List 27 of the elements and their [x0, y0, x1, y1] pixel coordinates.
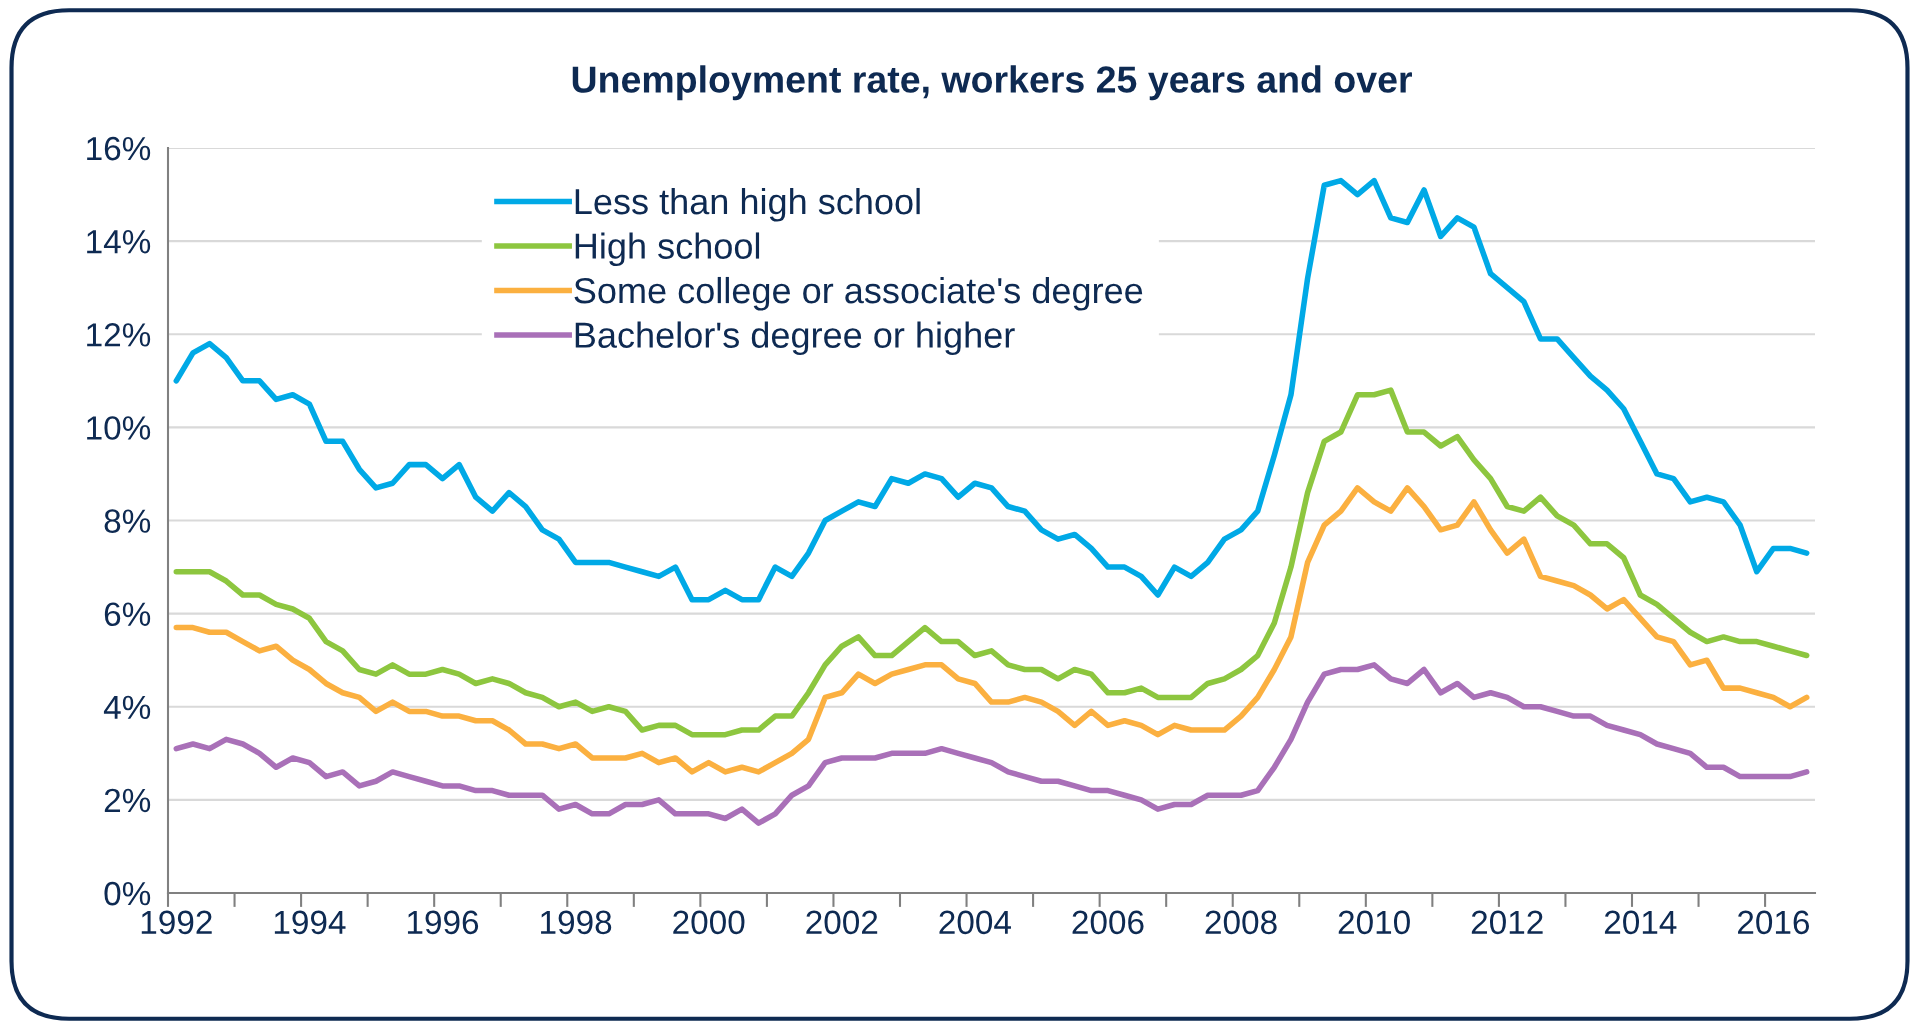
chart-title: Unemployment rate, workers 25 years and over	[572, 65, 1412, 101]
legend-label: Some college or associate's degree	[574, 276, 1143, 311]
y-tick-label: 0%	[104, 881, 151, 906]
y-tick-label: 14%	[87, 230, 151, 254]
y-tick-label: 10%	[87, 416, 151, 440]
x-tick-label: 2008	[1205, 910, 1277, 935]
x-tick-label: 2006	[1072, 910, 1144, 935]
x-tick-label: 1992	[141, 910, 212, 935]
x-tick-label: 1998	[541, 910, 612, 935]
y-tick-label: 16%	[87, 136, 151, 161]
x-tick-label: 1994	[274, 910, 346, 935]
x-tick-label: 2016	[1738, 910, 1810, 935]
legend-label: Bachelor's degree or higher	[575, 321, 1015, 356]
y-tick-label: 12%	[87, 323, 151, 347]
y-tick-label: 6%	[104, 602, 151, 627]
y-tick-label: 4%	[103, 695, 151, 720]
x-tick-label: 1996	[407, 910, 479, 935]
x-tick-label: 2014	[1604, 910, 1677, 935]
y-tick-label: 2%	[104, 788, 151, 813]
legend-label: Less than high school	[575, 187, 920, 222]
legend-label: High school	[575, 232, 760, 267]
x-tick-label: 2010	[1338, 910, 1410, 935]
x-tick-label: 2012	[1471, 910, 1543, 935]
x-tick-label: 2000	[673, 910, 745, 935]
x-tick-label: 2002	[806, 910, 878, 935]
y-tick-label: 8%	[104, 509, 151, 533]
x-tick-label: 2004	[939, 910, 1011, 935]
